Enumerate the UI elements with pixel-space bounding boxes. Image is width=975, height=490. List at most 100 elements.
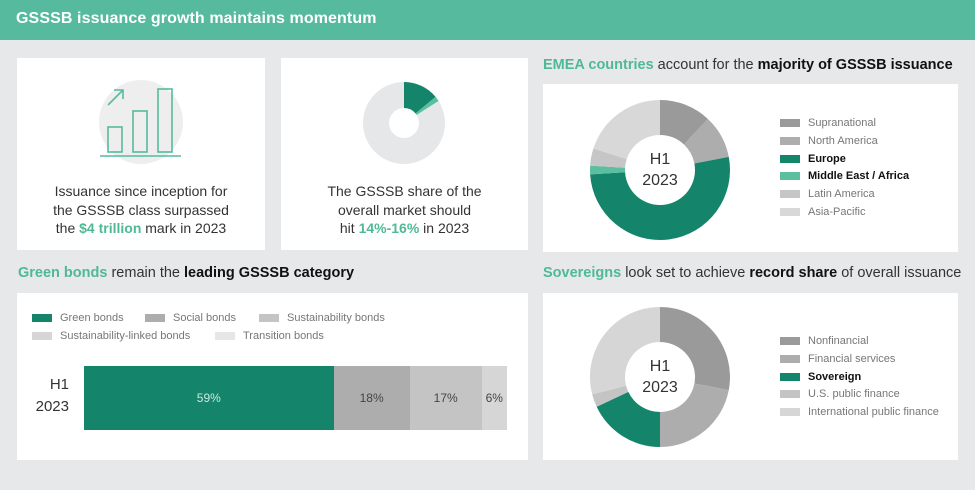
donut-center-label: H1 2023 [625,149,695,191]
title-bold: majority of GSSSB issuance [757,57,953,73]
donut-slice-u-s-public-finance [592,385,629,407]
legend-label: Green bonds [60,312,124,324]
legend-swatch [215,332,235,340]
donut-center-label: H1 2023 [625,356,695,398]
issuer-chart-card: H1 2023 Nonfinancial Financial services So… [543,293,958,460]
title-text: remain the [107,265,185,281]
donut-slice-international-public-finance [590,307,660,395]
title-highlight: EMEA countries [543,57,654,73]
legend-item-supranational: Supranational [780,116,876,130]
legend-item-social-bonds: Social bonds [145,311,236,325]
donut-slice-nonfinancial [660,307,730,391]
legend-swatch [780,208,800,216]
donut-slice-rest-of-market [363,82,445,164]
legend-swatch [780,408,800,417]
region-donut-chart [590,100,730,240]
legend-label: Nonfinancial [808,335,869,347]
legend-label: Sustainability-linked bonds [60,330,191,342]
legend-label: Middle East / Africa [808,170,910,183]
region-chart-card: H1 2023 Supranational North America Europe… [543,84,958,252]
legend-label: North America [808,134,878,147]
caption-text: mark in 2023 [141,220,227,236]
bar-value-label: 18% [359,391,384,405]
growth-bar-chart-icon [99,80,183,164]
legend-swatch [145,314,165,322]
category-chart-card: Green bonds Social bonds Sustainability bo… [17,293,528,460]
legend-item-green-bonds: Green bonds [32,311,124,325]
legend-item-sovereign: Sovereign [780,370,861,384]
donut-slice-north-america [683,118,729,164]
legend-label: Social bonds [173,312,236,324]
icon-arrow-shaft [107,89,124,106]
legend-item-u-s-public-finance: U.S. public finance [780,387,900,401]
donut-slice-europe [590,156,730,240]
caption-text: the [55,220,80,236]
legend-swatch [780,136,800,145]
stat-caption-line-2: overall market should [337,201,472,218]
market-share-donut [363,82,445,164]
donut-slice-asia-pacific [593,100,660,160]
stat-card-market-share: The GSSSB share of the overall market sh… [281,58,528,250]
center-label-year: 2023 [642,172,678,189]
legend-label: Asia-Pacific [808,206,866,218]
legend-swatch [780,190,800,199]
legend-item-asia-pacific: Asia-Pacific [780,205,865,219]
title-text: of overall issuance [837,265,962,281]
title-text: look set to achieve [621,265,750,281]
stat-caption: The GSSSB share of the overall market sh… [281,182,528,238]
section-title-issuer: Sovereigns look set to achieve record sh… [543,265,961,281]
bar-category-period: H1 [49,376,69,393]
stat-caption-line-1: Issuance since inception for [54,183,228,199]
legend-item-sustainability-linked-bonds: Sustainability-linked bonds [32,329,190,343]
caption-text: in 2023 [419,220,470,236]
legend-item-financial-services: Financial services [780,352,895,366]
stat-caption-line-1: The GSSSB share of the [327,183,482,199]
stat-caption-line-3: hit 14%-16% in 2023 [281,219,528,238]
center-label-period: H1 [649,151,671,168]
stat-highlight: 14%-16% [358,220,420,236]
title-highlight: Green bonds [18,265,108,281]
stat-caption-line-2: the GSSSB class surpassed [53,201,229,218]
bar-segment-sustainability-linked-bonds: 6% [481,366,507,430]
legend-item-north-america: North America [780,134,878,148]
bar-value-label: 17% [433,391,458,405]
donut-slice-gsssb-share-range [415,96,439,115]
legend-swatch [780,172,800,181]
icon-bar-2 [132,110,148,153]
legend-item-latin-america: Latin America [780,187,875,201]
bar-segment-social-bonds: 18% [333,366,410,430]
section-title-region: EMEA countries account for the majority … [543,57,953,73]
title-bold: record share [749,265,838,281]
legend-label: Supranational [808,117,876,129]
legend-swatch [780,337,800,345]
donut-slice-financial-services [660,383,729,447]
icon-bar-3 [157,88,173,153]
legend-item-europe: Europe [780,152,846,166]
legend-swatch [780,154,800,163]
legend-label: U.S. public finance [808,388,900,401]
donut-slice-sovereign [596,391,660,447]
legend-item-middle-east-africa: Middle East / Africa [780,169,909,183]
legend-label: Sovereign [808,370,862,383]
legend-item-international-public-finance: International public finance [780,405,939,419]
legend-item-nonfinancial: Nonfinancial [780,334,869,348]
legend-swatch [780,119,800,127]
center-label-period: H1 [649,358,671,375]
legend-swatch [259,314,279,322]
stat-highlight: $4 trillion [79,220,142,236]
section-title-category: Green bonds remain the leading GSSSB cat… [18,265,354,281]
bar-segment-sustainability-bonds: 17% [409,366,482,430]
bar-category-year: 2023 [35,398,69,415]
page-title: GSSSB issuance growth maintains momentum [16,10,377,27]
icon-arrow-head [114,89,124,99]
legend-item-transition-bonds: Transition bonds [215,329,324,343]
donut-slice-middle-east-africa [590,165,626,175]
bar-segment-green-bonds: 59% [84,366,334,430]
donut-slice-supranational [660,100,708,145]
title-banner: GSSSB issuance growth maintains momentum [0,0,975,40]
legend-swatch [780,354,800,363]
stat-caption: Issuance since inception for the GSSSB c… [17,182,265,238]
legend-swatch [32,332,52,340]
legend-label: Financial services [808,352,896,365]
legend-swatch [32,314,52,322]
